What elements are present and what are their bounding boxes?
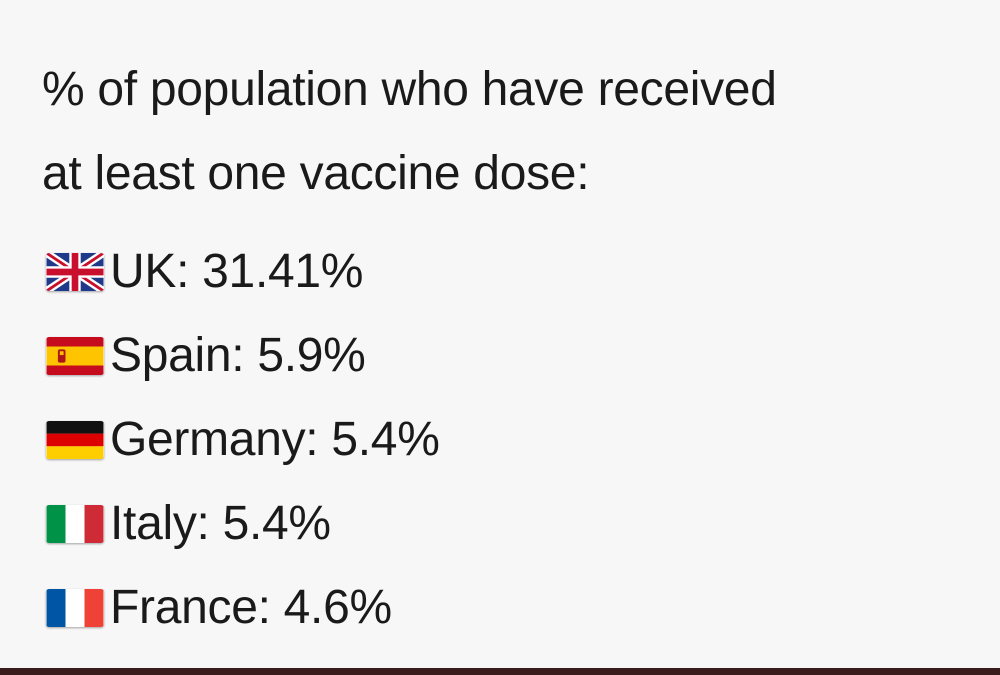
spain-flag-icon: [46, 337, 104, 375]
row-text: Spain: 5.9%: [110, 329, 366, 382]
row-text: France: 4.6%: [110, 581, 392, 634]
france-flag-icon: [46, 589, 104, 627]
row-text: Germany: 5.4%: [110, 413, 440, 466]
row-text: UK: 31.41%: [110, 245, 364, 298]
list-item-italy: Italy: 5.4%: [46, 496, 331, 552]
list-item-france: France: 4.6%: [46, 580, 392, 636]
row-text: Italy: 5.4%: [110, 497, 331, 550]
title-line-2: at least one vaccine dose:: [42, 147, 590, 200]
list-item-germany: Germany: 5.4%: [46, 412, 440, 468]
bottom-divider: [0, 668, 1000, 675]
list-item-spain: Spain: 5.9%: [46, 328, 366, 384]
list-item-uk: UK: 31.41%: [46, 244, 363, 300]
germany-flag-icon: [46, 421, 104, 459]
title-line-1: % of population who have received: [42, 63, 777, 116]
uk-flag-icon: [46, 253, 104, 291]
italy-flag-icon: [46, 505, 104, 543]
